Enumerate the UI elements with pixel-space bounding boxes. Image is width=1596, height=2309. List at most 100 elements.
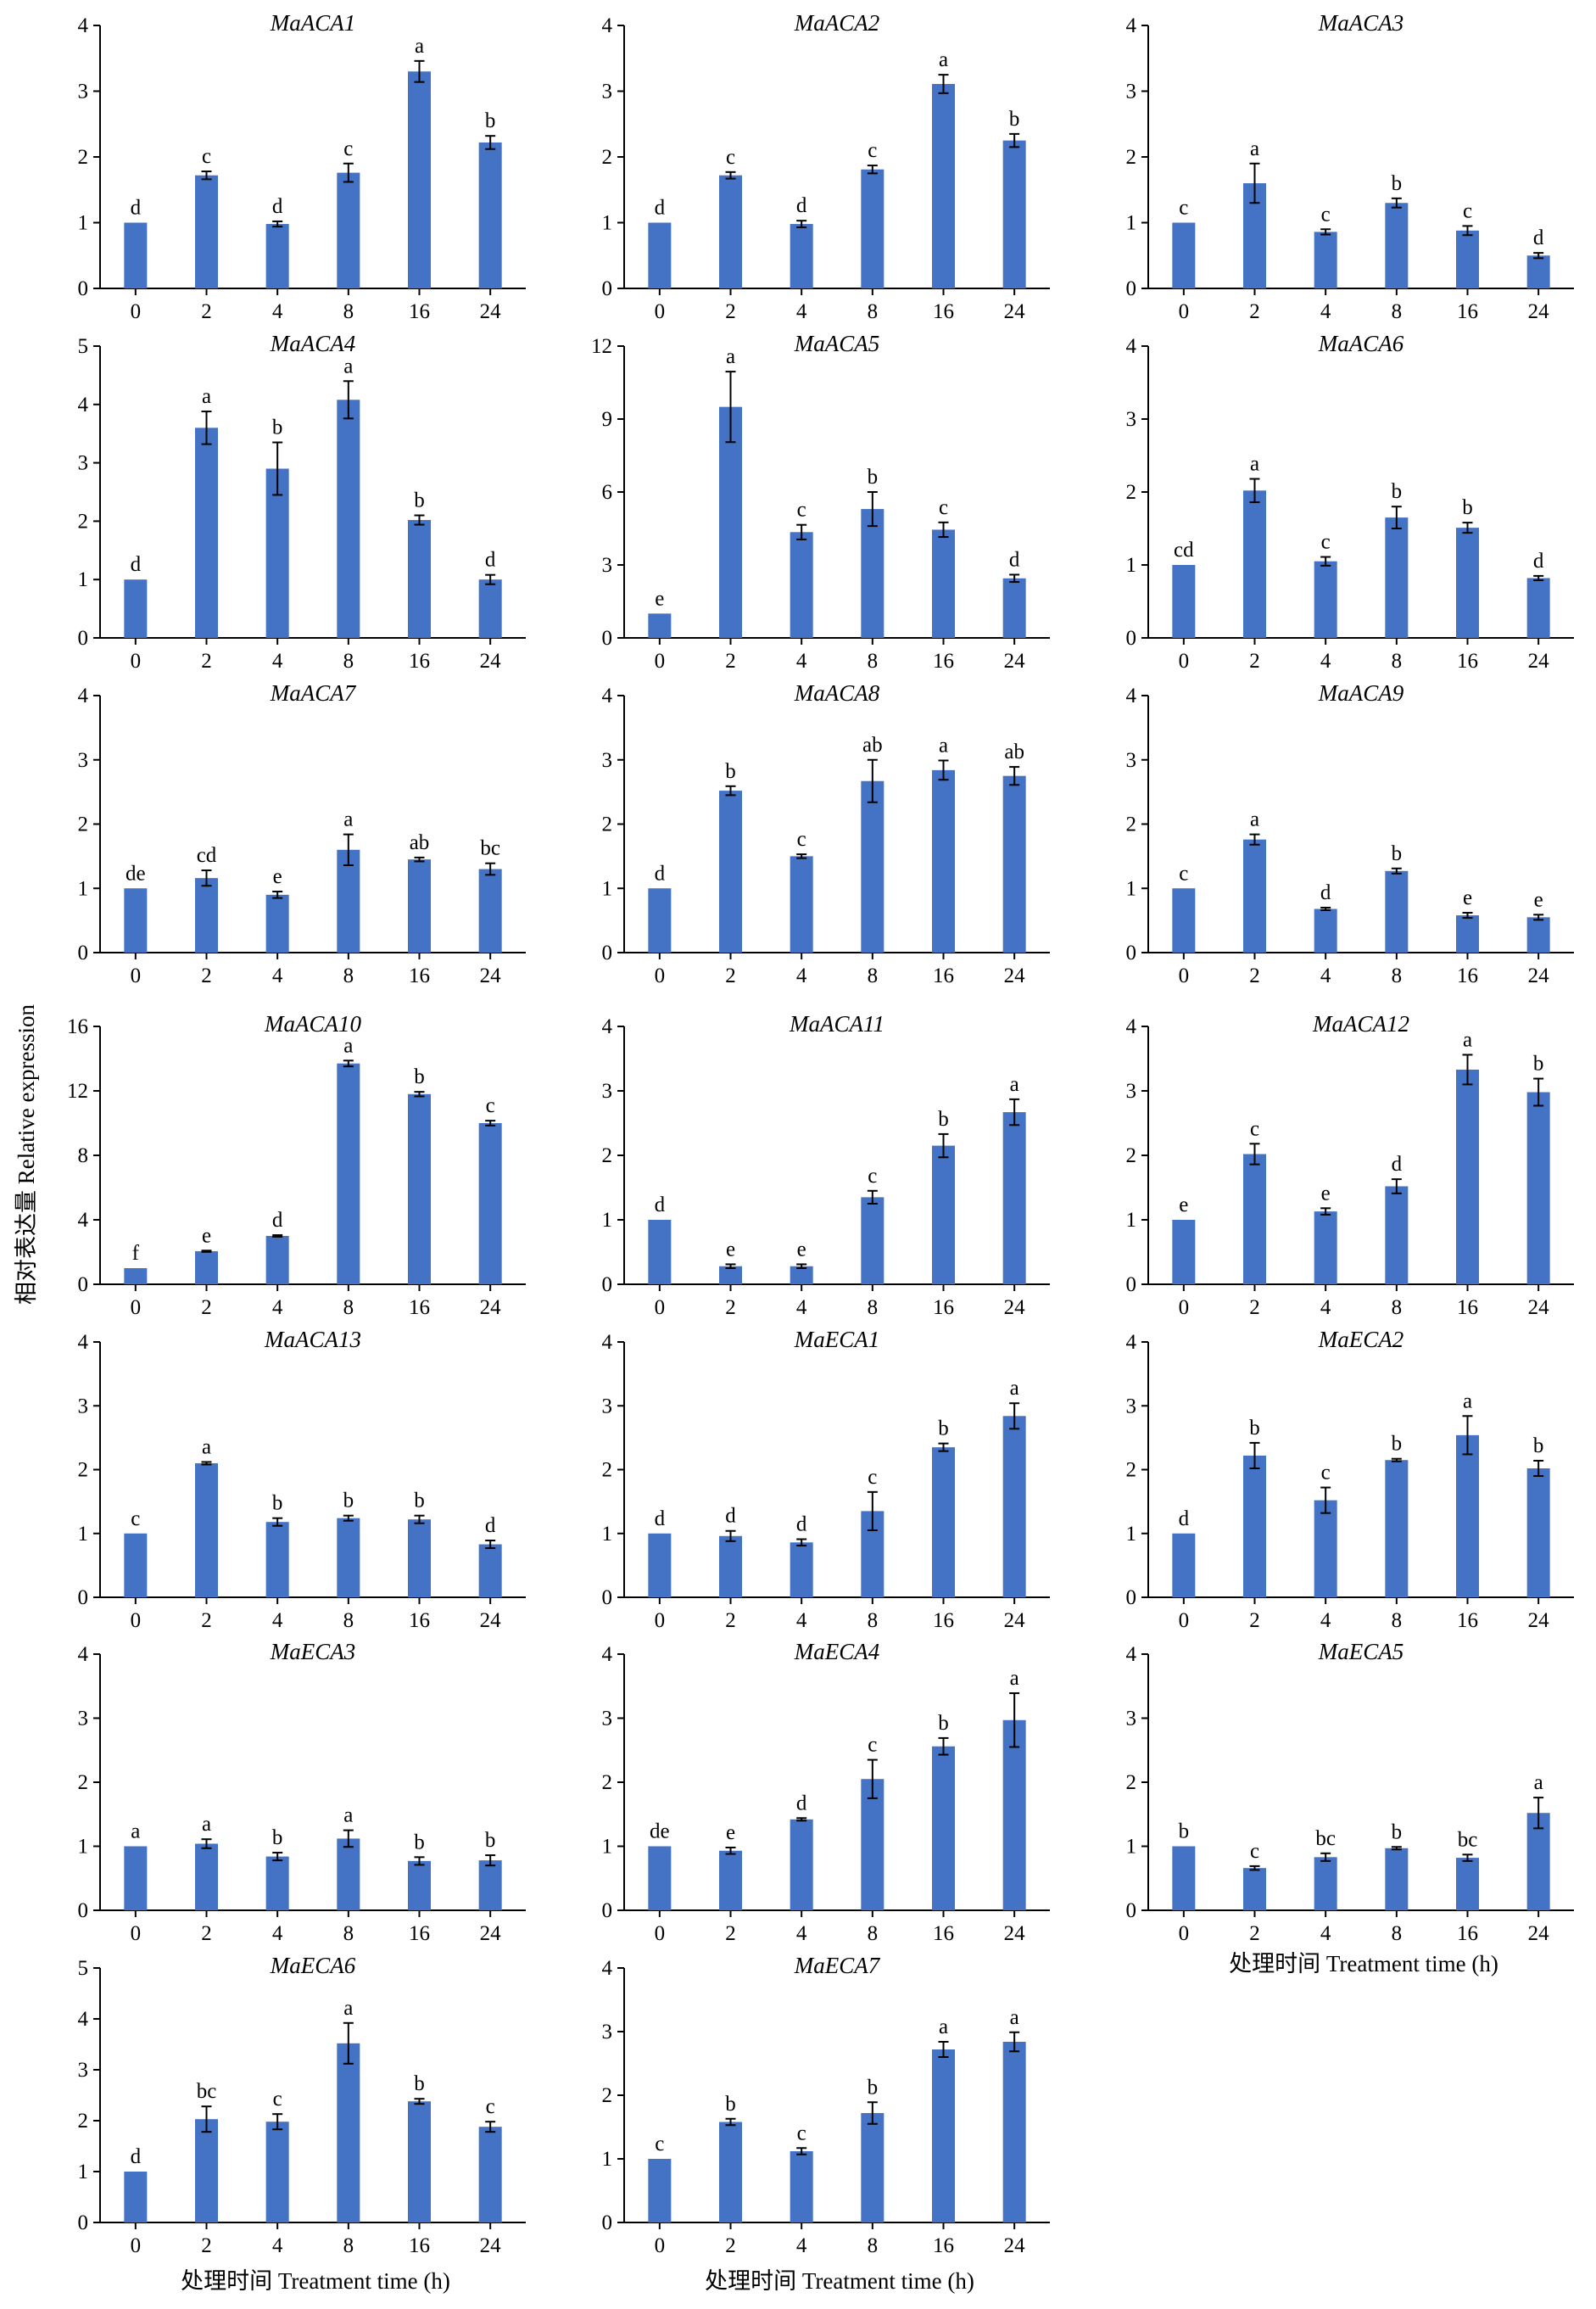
y-tick-label-1-1: 1: [78, 212, 89, 235]
error-bar-9-3: [1391, 867, 1402, 875]
x-tick-label-3-5: 24: [1528, 300, 1550, 323]
chart-panel-5: 0 3 6 9 12 MaACA5 0 e 2 a 4 c 8 b 16 c 24 d: [591, 331, 1050, 673]
y-tick-label-9-2: 2: [1126, 813, 1137, 836]
significance-label-20-2: c: [797, 2122, 806, 2144]
bar-8-5: [1002, 775, 1026, 953]
bar-17-2: [790, 1819, 813, 1910]
chart-panel-6: 0 1 2 3 4 MaACA6 0 cd 2 a 4 c 8 b 16 b 24 d: [1126, 331, 1574, 673]
significance-label-15-3: b: [1392, 1433, 1403, 1456]
x-tick-label-20-3: 8: [868, 2234, 879, 2257]
x-tick-label-18-3: 8: [1392, 1922, 1403, 1945]
significance-label-10-3: a: [343, 1034, 353, 1057]
x-tick-label-4-2: 4: [272, 650, 283, 673]
bar-11-5: [1002, 1112, 1026, 1284]
bar-10-0: [124, 1268, 148, 1284]
x-tick-label-20-4: 16: [933, 2234, 954, 2257]
error-bar-9-5: [1533, 914, 1544, 921]
panel-title-14: MaECA1: [794, 1327, 880, 1352]
x-tick-label-6-5: 24: [1528, 650, 1550, 673]
bar-16-2: [265, 1856, 289, 1910]
x-tick-label-17-3: 8: [868, 1922, 879, 1945]
bar-4-1: [195, 428, 218, 638]
y-tick-label-19-1: 1: [78, 2161, 89, 2183]
significance-label-3-1: a: [1250, 137, 1259, 160]
x-tick-label-15-3: 8: [1392, 1609, 1403, 1632]
significance-label-20-4: a: [939, 2015, 948, 2038]
error-bar-3-1: [1249, 162, 1260, 204]
x-tick-label-4-5: 24: [480, 650, 502, 673]
error-bar-15-4: [1462, 1415, 1473, 1456]
significance-label-19-3: a: [343, 1997, 353, 2020]
error-bar-6-2: [1320, 556, 1331, 567]
error-bar-13-4: [414, 1514, 425, 1524]
significance-label-18-5: a: [1534, 1771, 1543, 1794]
y-tick-label-18-4: 4: [1126, 1643, 1137, 1666]
y-tick-label-14-3: 3: [602, 1395, 613, 1417]
panel-title-12: MaACA12: [1312, 1011, 1409, 1037]
y-tick-label-7-0: 0: [78, 942, 89, 964]
x-tick-label-8-3: 8: [868, 964, 879, 987]
bar-20-3: [861, 2113, 884, 2222]
x-tick-label-10-0: 0: [131, 1296, 142, 1319]
error-bar-16-5: [485, 1854, 496, 1867]
significance-label-16-0: a: [131, 1820, 140, 1843]
x-tick-label-8-5: 24: [1004, 964, 1026, 987]
bar-3-4: [1456, 230, 1479, 288]
significance-label-7-0: de: [126, 862, 146, 885]
bar-7-2: [265, 894, 289, 953]
x-tick-label-19-4: 16: [409, 2234, 430, 2257]
significance-label-12-3: d: [1392, 1153, 1403, 1176]
bar-16-5: [478, 1860, 502, 1910]
error-bar-7-1: [201, 869, 212, 887]
significance-label-14-0: d: [655, 1507, 666, 1530]
error-bar-14-5: [1009, 1402, 1020, 1430]
significance-label-2-4: a: [939, 48, 948, 71]
y-tick-label-10-4: 16: [67, 1015, 88, 1038]
significance-label-3-2: c: [1321, 203, 1331, 226]
x-tick-label-18-4: 16: [1457, 1922, 1478, 1945]
chart-panel-13: 0 1 2 3 4 MaACA13 0 c 2 a 4 b 8 b 16 b 24 d: [78, 1327, 526, 1632]
error-bar-13-3: [343, 1514, 354, 1522]
x-tick-label-1-0: 0: [131, 300, 142, 323]
panel-title-5: MaACA5: [794, 331, 880, 356]
error-bar-13-2: [272, 1517, 283, 1527]
significance-label-15-5: b: [1533, 1434, 1544, 1457]
y-axis-title: 相对表达量 Relative expression: [14, 1004, 39, 1305]
error-bar-8-4: [938, 759, 949, 781]
significance-label-20-3: b: [868, 2076, 879, 2099]
panel-title-7: MaACA7: [270, 680, 357, 706]
panel-title-16: MaECA3: [270, 1639, 356, 1664]
y-tick-label-9-4: 4: [1126, 685, 1137, 707]
x-tick-label-6-0: 0: [1179, 650, 1190, 673]
bar-12-0: [1172, 1220, 1196, 1284]
y-tick-label-16-4: 4: [78, 1643, 89, 1666]
significance-label-19-2: c: [273, 2088, 282, 2111]
x-tick-label-5-4: 16: [933, 650, 954, 673]
significance-label-12-1: c: [1250, 1117, 1259, 1140]
x-tick-label-3-2: 4: [1320, 300, 1331, 323]
bar-15-2: [1314, 1500, 1337, 1597]
bar-14-1: [719, 1535, 742, 1597]
x-tick-label-3-1: 2: [1249, 300, 1260, 323]
significance-label-11-3: c: [868, 1165, 877, 1188]
y-tick-label-4-2: 2: [78, 510, 89, 533]
panel-title-19: MaECA6: [270, 1953, 356, 1978]
chart-panel-3: 0 1 2 3 4 MaACA3 0 c 2 a 4 c 8 b 16 c 24 d: [1126, 10, 1574, 323]
bar-10-5: [478, 1123, 502, 1284]
significance-label-1-4: a: [415, 35, 424, 58]
y-tick-label-15-2: 2: [1126, 1459, 1137, 1482]
error-bar-2-1: [725, 171, 736, 180]
error-bar-17-3: [867, 1758, 878, 1799]
y-tick-label-8-1: 1: [602, 877, 613, 900]
x-tick-label-11-5: 24: [1004, 1296, 1026, 1319]
y-tick-label-9-1: 1: [1126, 877, 1137, 900]
x-tick-label-12-1: 2: [1249, 1296, 1260, 1319]
bar-8-4: [932, 769, 955, 953]
error-bar-3-2: [1320, 228, 1331, 236]
bar-19-3: [337, 2043, 360, 2222]
significance-label-12-2: e: [1321, 1182, 1331, 1205]
x-tick-label-5-0: 0: [655, 650, 666, 673]
chart-panel-2: 0 1 2 3 4 MaACA2 0 d 2 c 4 d 8 c 16 a 24 b: [602, 10, 1050, 323]
bar-18-4: [1456, 1858, 1479, 1910]
bar-14-0: [648, 1533, 672, 1597]
